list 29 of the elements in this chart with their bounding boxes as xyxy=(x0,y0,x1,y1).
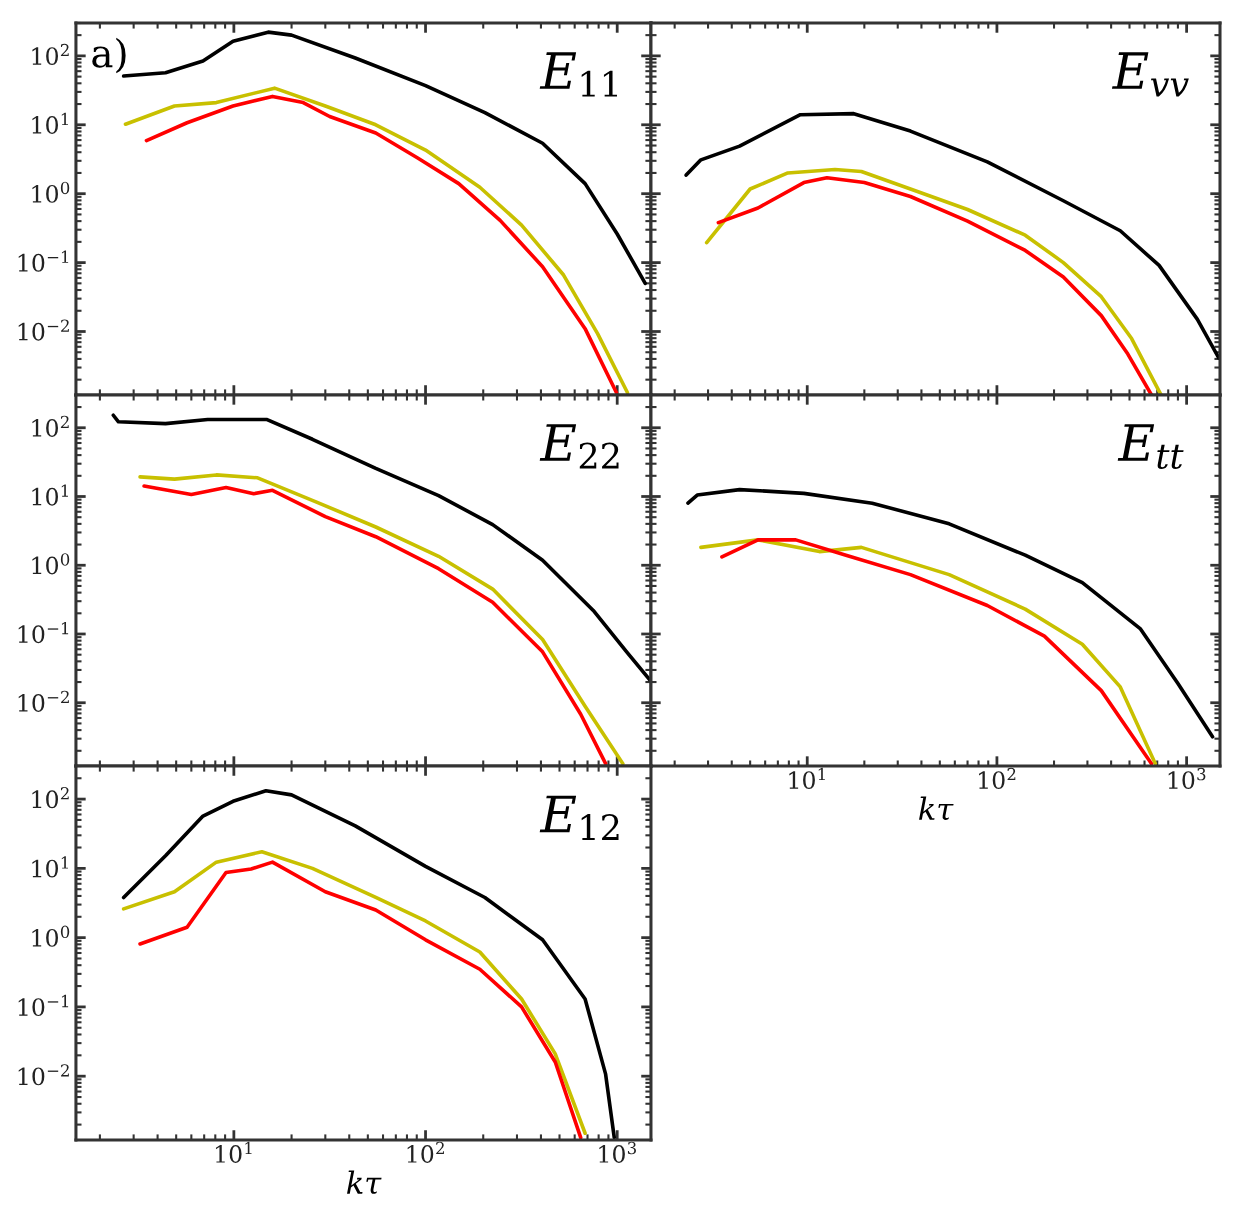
x-axis-title: kτ xyxy=(347,1170,382,1194)
y-tick-label: 10$^{2}$ xyxy=(32,787,69,809)
annotation: E$_{vv}$ xyxy=(1111,52,1189,97)
y-tick-label: 10$^{−2}$ xyxy=(18,690,69,712)
y-tick-label: 10$^{−2}$ xyxy=(18,1064,69,1086)
y-tick-label: 10$^{2}$ xyxy=(32,43,69,66)
y-tick-label: 10$^{−1}$ xyxy=(18,994,69,1017)
y-tick-label: 10$^{2}$ xyxy=(32,415,69,437)
x-tick-label: 10$^{1}$ xyxy=(789,767,825,790)
y-tick-label: 10$^{−1}$ xyxy=(18,250,69,272)
annotation: E$_{11}$ xyxy=(539,52,617,97)
x-tick-label: 10$^{1}$ xyxy=(215,1141,252,1163)
annotation: E$_{12}$ xyxy=(539,795,619,840)
y-tick-label: 10$^{−2}$ xyxy=(18,319,69,341)
y-tick-label: 10$^{0}$ xyxy=(32,925,70,947)
x-tick-label: 10$^{2}$ xyxy=(979,767,1016,790)
y-tick-label: 10$^{0}$ xyxy=(32,553,70,575)
annotation: E$_{tt}$ xyxy=(1117,424,1184,469)
y-tick-label: 10$^{1}$ xyxy=(32,484,68,506)
y-tick-label: 10$^{1}$ xyxy=(32,112,68,134)
y-tick-label: 10$^{1}$ xyxy=(32,856,68,878)
x-tick-label: 10$^{3}$ xyxy=(599,1141,636,1163)
x-tick-label: 10$^{2}$ xyxy=(407,1141,444,1163)
y-tick-label: 10$^{−1}$ xyxy=(18,621,69,644)
y-tick-label: 10$^{0}$ xyxy=(32,181,70,203)
x-axis-title: kτ xyxy=(919,796,954,820)
annotation: a) xyxy=(92,37,126,74)
x-tick-label: 10$^{3}$ xyxy=(1168,767,1206,790)
annotation: E$_{22}$ xyxy=(539,424,619,469)
